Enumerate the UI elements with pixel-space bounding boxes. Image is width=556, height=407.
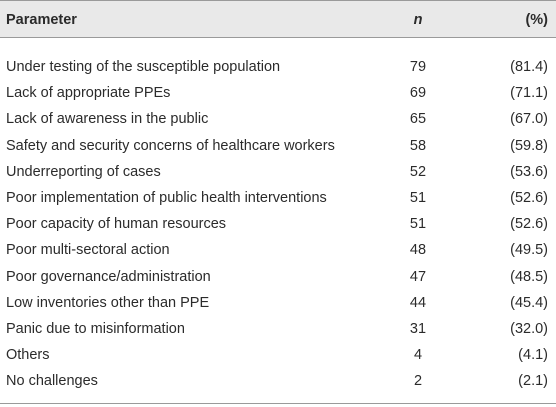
header-row: Parameter n (%) [0,0,556,38]
percent-cell: (48.5) [510,268,548,285]
parameter-cell: Poor implementation of public health int… [6,190,327,206]
percent-cell: (4.1) [518,347,548,364]
percent-cell: (81.4) [510,59,548,75]
parameter-cell: Others [6,347,50,364]
percent-cell: (45.4) [510,294,548,311]
count-cell: 51 [409,216,427,233]
count-cell: 65 [409,111,427,128]
count-cell: 79 [409,59,427,75]
count-cell: 51 [409,190,427,206]
percent-cell: (2.1) [518,373,548,390]
percent-cell: (59.8) [510,137,548,154]
count-cell: 69 [409,85,427,102]
count-cell: 4 [413,347,423,364]
count-cell: 47 [409,268,427,285]
percent-cell: (71.1) [510,85,548,102]
percent-cell: (32.0) [510,321,548,337]
header-cell: n [413,12,423,28]
parameter-cell: Lack of appropriate PPEs [6,85,171,102]
count-cell: 48 [409,242,427,259]
parameter-cell: Poor multi-sectoral action [6,242,170,259]
count-cell: 2 [413,373,423,390]
percent-cell: (53.6) [510,163,548,180]
count-cell: 58 [409,137,427,154]
parameter-cell: Under testing of the susceptible populat… [6,59,281,75]
bottom-rule [0,403,556,404]
percent-cell: (49.5) [510,242,548,259]
percent-cell: (52.6) [510,190,548,206]
parameter-cell: Low inventories other than PPE [6,294,210,311]
parameter-cell: Lack of awareness in the public [6,111,209,128]
parameter-cell: Poor governance/administration [6,268,211,285]
count-cell: 52 [409,163,427,180]
parameter-cell: Underreporting of cases [6,163,161,180]
parameter-cell: Safety and security concerns of healthca… [6,137,335,154]
percent-cell: (67.0) [510,111,548,128]
header-cell: Parameter [6,12,77,28]
header-cell: (%) [525,12,548,28]
count-cell: 31 [409,321,427,337]
parameter-cell: Poor capacity of human resources [6,216,227,233]
parameter-cell: Panic due to misinformation [6,321,185,337]
percent-cell: (52.6) [510,216,548,233]
count-cell: 44 [409,294,427,311]
parameter-cell: No challenges [6,373,98,390]
